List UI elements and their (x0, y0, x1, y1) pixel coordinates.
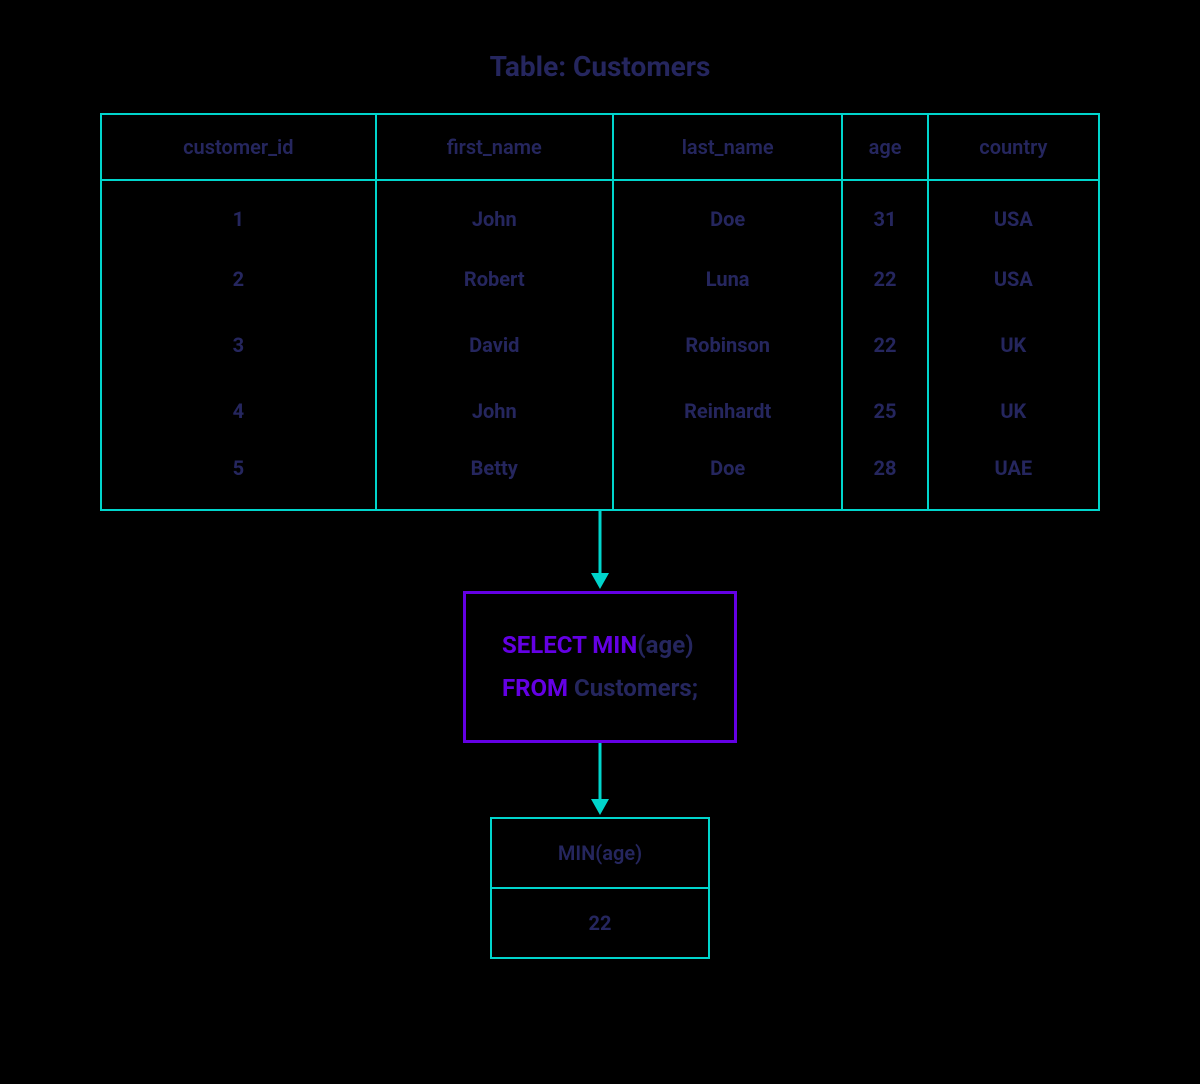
cell: 2 (101, 246, 376, 312)
table-row: 5 Betty Doe 28 UAE (101, 444, 1099, 510)
sql-table-name: Customers; (568, 674, 698, 702)
cell: 28 (842, 444, 927, 510)
col-header: first_name (376, 114, 613, 180)
result-header: MIN(age) (491, 818, 709, 888)
cell: 22 (842, 312, 927, 378)
arrow-down-icon (585, 743, 615, 817)
cell: 4 (101, 378, 376, 444)
query-line-1: SELECT MIN(age) (502, 624, 698, 667)
sql-query-box: SELECT MIN(age) FROM Customers; (463, 591, 737, 743)
cell: Robinson (613, 312, 842, 378)
sql-paren: ( (637, 631, 645, 659)
cell: 22 (842, 246, 927, 312)
col-header: country (928, 114, 1099, 180)
cell: 31 (842, 180, 927, 246)
cell: UAE (928, 444, 1099, 510)
cell: UK (928, 312, 1099, 378)
customers-table: customer_id first_name last_name age cou… (100, 113, 1100, 511)
col-header: age (842, 114, 927, 180)
cell: 1 (101, 180, 376, 246)
cell: 3 (101, 312, 376, 378)
table-row: 2 Robert Luna 22 USA (101, 246, 1099, 312)
cell: 25 (842, 378, 927, 444)
table-row: 3 David Robinson 22 UK (101, 312, 1099, 378)
result-table: MIN(age) 22 (490, 817, 710, 959)
sql-paren: ) (685, 631, 693, 659)
cell: John (376, 180, 613, 246)
col-header: last_name (613, 114, 842, 180)
sql-arg: age (646, 631, 686, 659)
arrow-down-icon (585, 511, 615, 591)
cell: David (376, 312, 613, 378)
cell: Luna (613, 246, 842, 312)
cell: USA (928, 180, 1099, 246)
col-header: customer_id (101, 114, 376, 180)
table-row: 1 John Doe 31 USA (101, 180, 1099, 246)
query-line-2: FROM Customers; (502, 667, 698, 710)
cell: UK (928, 378, 1099, 444)
result-value: 22 (491, 888, 709, 958)
cell: Betty (376, 444, 613, 510)
table-header-row: customer_id first_name last_name age cou… (101, 114, 1099, 180)
cell: USA (928, 246, 1099, 312)
cell: Doe (613, 180, 842, 246)
cell: Reinhardt (613, 378, 842, 444)
diagram-title: Table: Customers (490, 50, 711, 83)
cell: 5 (101, 444, 376, 510)
cell: Robert (376, 246, 613, 312)
sql-keyword: FROM (502, 674, 568, 702)
cell: John (376, 378, 613, 444)
table-row: 4 John Reinhardt 25 UK (101, 378, 1099, 444)
sql-keyword: SELECT MIN (502, 631, 637, 659)
cell: Doe (613, 444, 842, 510)
